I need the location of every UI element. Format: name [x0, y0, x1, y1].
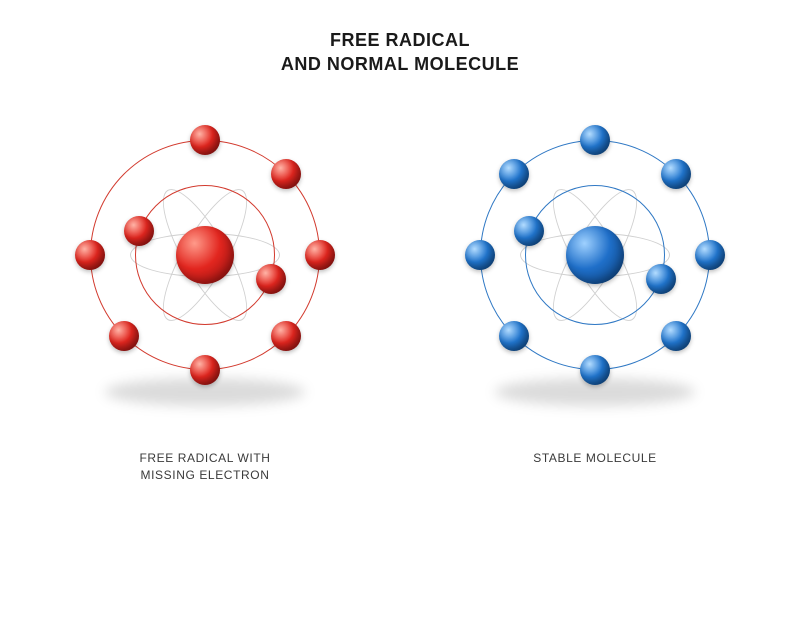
atom-stage — [460, 120, 730, 390]
models-row: FREE RADICAL WITH MISSING ELECTRON STABLE… — [0, 120, 800, 420]
outer-electron — [109, 321, 139, 351]
page-title-block: FREE RADICAL AND NORMAL MOLECULE — [0, 28, 800, 77]
outer-electron — [75, 240, 105, 270]
outer-electron — [580, 355, 610, 385]
outer-electron — [465, 240, 495, 270]
outer-electron — [271, 159, 301, 189]
outer-electron — [580, 125, 610, 155]
title-line-1: FREE RADICAL — [0, 28, 800, 52]
nucleus — [176, 226, 234, 284]
outer-electron — [305, 240, 335, 270]
outer-electron — [661, 321, 691, 351]
inner-electron — [256, 264, 286, 294]
nucleus — [566, 226, 624, 284]
inner-electron — [124, 216, 154, 246]
inner-electron — [514, 216, 544, 246]
outer-electron — [499, 321, 529, 351]
outer-electron — [271, 321, 301, 351]
atom-stage — [70, 120, 340, 390]
model-free-radical: FREE RADICAL WITH MISSING ELECTRON — [70, 120, 340, 420]
model-caption: FREE RADICAL WITH MISSING ELECTRON — [139, 450, 270, 485]
title-line-2: AND NORMAL MOLECULE — [0, 52, 800, 76]
inner-electron — [646, 264, 676, 294]
outer-electron — [190, 355, 220, 385]
outer-electron — [499, 159, 529, 189]
outer-electron — [695, 240, 725, 270]
model-caption: STABLE MOLECULE — [533, 450, 656, 467]
model-stable-molecule: STABLE MOLECULE — [460, 120, 730, 420]
outer-electron — [661, 159, 691, 189]
outer-electron — [190, 125, 220, 155]
